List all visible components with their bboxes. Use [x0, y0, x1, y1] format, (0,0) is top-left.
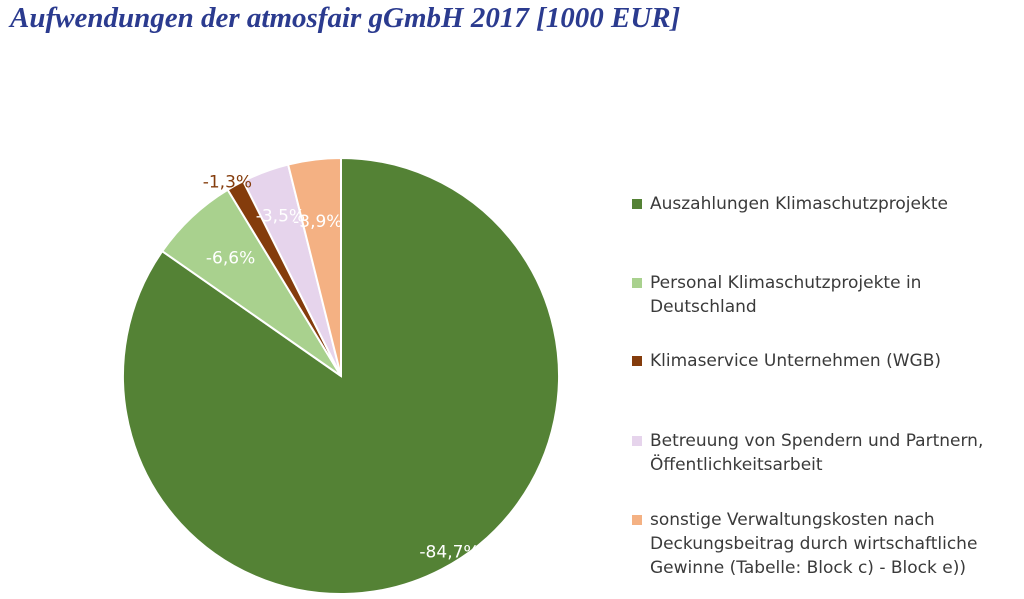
legend-label: Betreuung von Spendern und Partnern, Öff… — [650, 431, 984, 475]
legend-swatch — [632, 515, 642, 525]
legend-swatch — [632, 278, 642, 288]
legend-item-auszahlungen: Auszahlungen Klimaschutzprojekte — [632, 192, 1022, 216]
legend-item-betreuung: Betreuung von Spendern und Partnern, Öff… — [632, 429, 1022, 477]
legend-swatch — [632, 199, 642, 209]
legend-label: Klimaservice Unternehmen (WGB) — [650, 351, 942, 371]
chart-legend: Auszahlungen Klimaschutzprojekte Persona… — [632, 0, 1024, 599]
legend-label: Auszahlungen Klimaschutzprojekte — [650, 194, 948, 214]
legend-item-personal: Personal Klimaschutzprojekte in Deutschl… — [632, 271, 1022, 319]
pie-slice-sonstige — [286, 156, 342, 377]
legend-swatch — [632, 356, 642, 366]
data-label-betreuung: -3,5% — [256, 207, 305, 227]
legend-label: sonstige Verwaltungskosten nach Deckungs… — [650, 510, 978, 578]
data-label-auszahlungen: -84,7% — [419, 542, 479, 562]
legend-swatch — [632, 436, 642, 446]
data-label-personal: -6,6% — [206, 248, 255, 268]
data-label-sonstige: -3,9% — [293, 212, 342, 232]
legend-label: Personal Klimaschutzprojekte in Deutschl… — [650, 273, 922, 317]
chart-title: Aufwendungen der atmosfair gGmbH 2017 [1… — [10, 2, 681, 34]
data-label-klimaservice: -1,3% — [203, 172, 252, 192]
legend-item-klimaservice: Klimaservice Unternehmen (WGB) — [632, 349, 1022, 373]
legend-item-sonstige: sonstige Verwaltungskosten nach Deckungs… — [632, 508, 1022, 580]
